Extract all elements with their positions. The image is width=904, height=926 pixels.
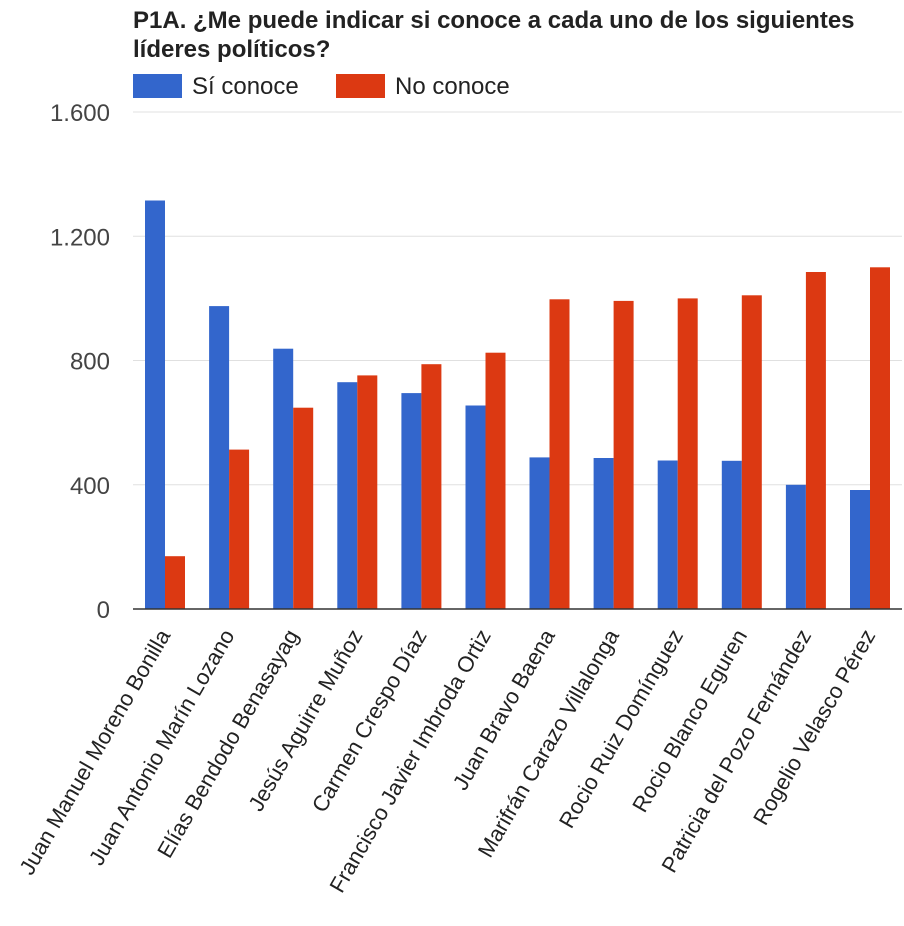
- bar-si-conoce: [273, 348, 294, 609]
- chart-title: P1A. ¿Me puede indicar si conoce a cada …: [133, 7, 855, 63]
- y-tick-label: 1.200: [50, 224, 110, 251]
- bar-si-conoce: [465, 405, 486, 609]
- y-tick-label: 0: [97, 597, 110, 624]
- legend-swatch-si-conoce: [133, 74, 182, 98]
- y-tick-label: 800: [70, 349, 110, 376]
- x-tick-label: Rocio Blanco Eguren: [627, 625, 752, 816]
- bar-no-conoce: [805, 272, 826, 609]
- y-tick-label: 400: [70, 473, 110, 500]
- bar-si-conoce: [593, 458, 614, 609]
- bar-si-conoce: [209, 306, 230, 609]
- bar-no-conoce: [741, 295, 762, 609]
- bar-si-conoce: [850, 490, 870, 609]
- bar-si-conoce: [401, 393, 422, 609]
- legend-label-si-conoce: Sí conoce: [192, 73, 299, 100]
- chart-title-line-1: P1A. ¿Me puede indicar si conoce a cada …: [133, 7, 855, 34]
- legend-swatch-no-conoce: [336, 74, 385, 98]
- bar-si-conoce: [657, 460, 678, 609]
- x-tick-label: Rocio Ruiz Domínguez: [554, 625, 688, 832]
- bar-no-conoce: [613, 300, 634, 609]
- bar-si-conoce: [785, 484, 806, 610]
- gridlines: [133, 111, 902, 486]
- bar-si-conoce: [721, 460, 742, 609]
- legend: Sí conoce No conoce: [133, 73, 510, 100]
- bar-no-conoce: [293, 407, 314, 609]
- legend-label-no-conoce: No conoce: [395, 73, 510, 100]
- bar-no-conoce: [549, 299, 570, 609]
- bar-no-conoce: [485, 352, 506, 609]
- x-tick-label: Carmen Crespo Díaz: [307, 625, 432, 816]
- bar-no-conoce: [677, 298, 698, 609]
- bar-si-conoce: [337, 382, 358, 609]
- y-tick-label: 1.600: [50, 100, 110, 127]
- bar-si-conoce: [145, 200, 165, 609]
- x-tick-label: Rogelio Velasco Pérez: [748, 625, 880, 829]
- bar-no-conoce: [870, 267, 890, 609]
- bar-si-conoce: [529, 457, 550, 609]
- bars: [145, 200, 890, 610]
- x-tick-label: Jesús Aguirre Muñoz: [243, 625, 367, 815]
- bar-no-conoce: [357, 375, 378, 609]
- bar-no-conoce: [229, 449, 250, 609]
- chart-title-line-2: líderes políticos?: [133, 36, 330, 63]
- bar-no-conoce: [165, 556, 185, 609]
- y-axis: 0 400 800 1.200 1.600: [50, 100, 110, 624]
- bar-no-conoce: [421, 364, 442, 609]
